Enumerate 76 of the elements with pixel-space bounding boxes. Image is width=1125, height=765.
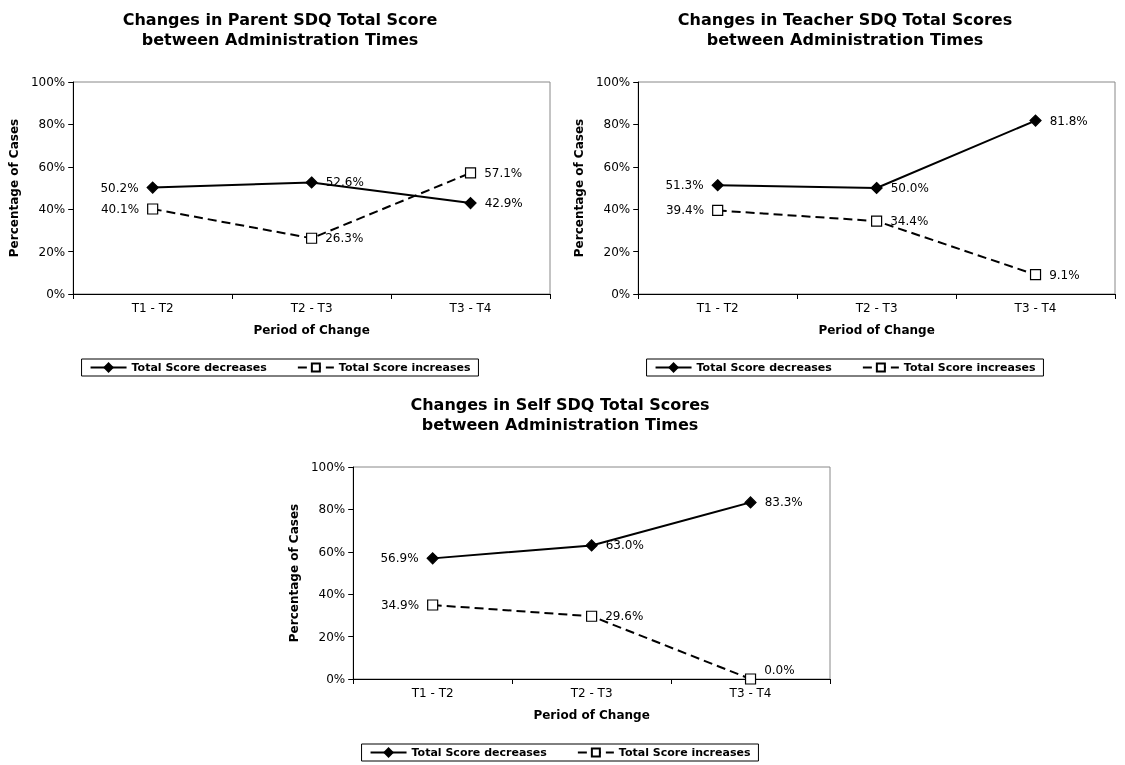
point bbox=[712, 204, 724, 217]
x-tick-label: T3 - T4 bbox=[1013, 301, 1057, 315]
x-tick-label: T1 - T2 bbox=[410, 686, 454, 700]
y-tick-label: 80% bbox=[38, 117, 66, 132]
x-tick-label: T2 - T3 bbox=[289, 301, 333, 315]
point bbox=[146, 181, 159, 194]
data-label: 50.0% bbox=[890, 181, 929, 195]
y-tick-label: 40% bbox=[318, 587, 346, 602]
y-tick-label: 20% bbox=[318, 629, 346, 644]
y-axis-title: Percentage of Cases bbox=[572, 118, 586, 258]
y-tick-label: 40% bbox=[38, 202, 66, 217]
y-tick-label: 60% bbox=[38, 159, 66, 174]
chart-title: Changes in Parent SDQ Total Score between Administration Times bbox=[122, 9, 438, 49]
legend-label: Total Score decreases bbox=[696, 361, 833, 374]
data-label: 29.6% bbox=[605, 609, 644, 624]
y-tick-label: 0% bbox=[46, 287, 66, 301]
point bbox=[306, 232, 318, 244]
data-label: 40.1% bbox=[100, 201, 140, 216]
point bbox=[585, 539, 598, 552]
y-tick-label: 60% bbox=[318, 544, 346, 559]
x-tick-label: T1 - T2 bbox=[130, 301, 174, 315]
point bbox=[427, 599, 439, 611]
data-label: 50.2% bbox=[100, 180, 139, 195]
y-tick-label: 80% bbox=[318, 502, 346, 517]
data-label: 39.4% bbox=[665, 203, 705, 218]
point bbox=[744, 496, 757, 509]
legend-label: Total Score decreases bbox=[411, 746, 548, 759]
data-label: 42.9% bbox=[484, 196, 523, 211]
point bbox=[464, 196, 477, 210]
y-tick-label: 100% bbox=[310, 460, 346, 474]
x-axis-title: Period of Change bbox=[253, 323, 370, 337]
data-label: 51.3% bbox=[665, 178, 704, 193]
y-tick-label: 100% bbox=[30, 75, 66, 89]
x-axis-title: Period of Change bbox=[533, 708, 650, 722]
point bbox=[711, 179, 724, 192]
x-tick-label: T2 - T3 bbox=[854, 301, 898, 315]
point bbox=[744, 673, 757, 685]
y-tick-label: 20% bbox=[38, 244, 66, 259]
data-label: 34.4% bbox=[890, 214, 929, 229]
point bbox=[871, 215, 883, 227]
x-tick-label: T1 - T2 bbox=[695, 301, 739, 315]
x-tick-label: T3 - T4 bbox=[448, 301, 492, 315]
point bbox=[586, 610, 598, 622]
data-label: 81.8% bbox=[1049, 113, 1088, 128]
legend-label: Total Score increases bbox=[618, 746, 751, 759]
y-tick-label: 0% bbox=[611, 287, 631, 301]
y-tick-label: 60% bbox=[603, 159, 631, 174]
legend-label: Total Score increases bbox=[903, 361, 1036, 374]
point bbox=[1029, 269, 1042, 281]
data-label: 9.1% bbox=[1049, 267, 1080, 282]
point bbox=[305, 176, 318, 189]
point bbox=[147, 203, 159, 215]
data-label: 26.3% bbox=[325, 231, 364, 246]
point bbox=[870, 181, 883, 195]
legend-label: Total Score increases bbox=[338, 361, 471, 374]
y-tick-label: 100% bbox=[595, 75, 631, 89]
x-tick-label: T3 - T4 bbox=[728, 686, 772, 700]
point bbox=[1029, 114, 1042, 127]
y-tick-label: 0% bbox=[326, 672, 346, 686]
data-label: 56.9% bbox=[380, 551, 419, 566]
point bbox=[464, 167, 477, 179]
data-label: 57.1% bbox=[484, 165, 523, 180]
y-tick-label: 20% bbox=[603, 244, 631, 259]
x-axis-title: Period of Change bbox=[818, 323, 935, 337]
x-tick-label: T2 - T3 bbox=[569, 686, 613, 700]
y-tick-label: 40% bbox=[603, 202, 631, 217]
chart-title: Changes in Teacher SDQ Total Scores between Administration Times bbox=[677, 9, 1013, 49]
y-axis-title: Percentage of Cases bbox=[7, 118, 21, 258]
data-label: 83.3% bbox=[764, 495, 803, 510]
legend-label: Total Score decreases bbox=[131, 361, 268, 374]
point bbox=[426, 552, 439, 565]
data-label: 34.9% bbox=[380, 598, 420, 613]
chart-title: Changes in Self SDQ Total Scores between Administration Times bbox=[410, 394, 710, 434]
data-label: 0.0% bbox=[764, 663, 795, 677]
y-axis-title: Percentage of Cases bbox=[287, 503, 301, 643]
y-tick-label: 80% bbox=[603, 117, 631, 132]
